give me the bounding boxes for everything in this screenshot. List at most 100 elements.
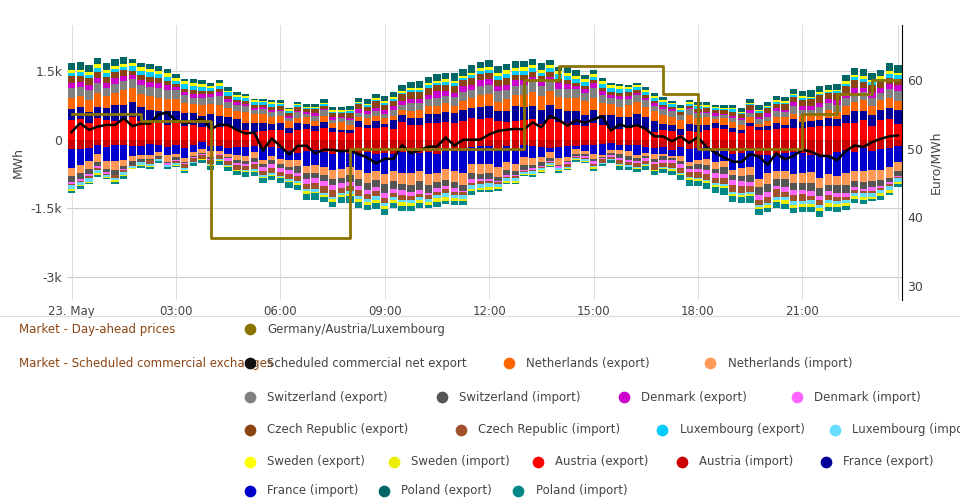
Bar bbox=[816, 112, 824, 120]
Bar bbox=[251, 108, 258, 110]
Bar bbox=[398, 195, 406, 200]
Bar bbox=[876, 120, 884, 140]
Bar bbox=[876, 188, 884, 190]
Bar bbox=[225, 99, 232, 102]
Bar bbox=[572, 140, 580, 145]
Bar bbox=[347, 114, 353, 118]
Bar bbox=[668, 117, 676, 124]
Bar bbox=[660, 169, 667, 173]
Bar bbox=[868, 199, 876, 202]
Bar bbox=[68, 88, 75, 98]
Bar bbox=[816, 200, 824, 204]
Bar bbox=[477, 174, 484, 180]
Bar bbox=[876, 180, 884, 186]
Bar bbox=[895, 146, 901, 162]
Bar bbox=[364, 128, 372, 140]
Bar bbox=[259, 98, 267, 102]
Bar bbox=[285, 108, 293, 110]
Bar bbox=[895, 176, 901, 178]
Bar bbox=[546, 148, 554, 152]
Bar bbox=[677, 135, 684, 140]
Bar bbox=[233, 92, 241, 95]
Bar bbox=[207, 126, 214, 140]
Bar bbox=[398, 92, 406, 94]
Bar bbox=[816, 107, 824, 112]
Bar bbox=[737, 112, 745, 113]
Bar bbox=[868, 86, 876, 91]
Bar bbox=[442, 72, 449, 79]
Bar bbox=[137, 106, 145, 122]
Bar bbox=[685, 131, 693, 140]
Bar bbox=[756, 119, 762, 124]
Bar bbox=[477, 86, 484, 96]
Bar bbox=[172, 166, 180, 167]
Bar bbox=[276, 158, 284, 164]
Bar bbox=[77, 186, 84, 189]
Bar bbox=[816, 120, 824, 126]
Bar bbox=[347, 186, 353, 192]
Bar bbox=[703, 140, 710, 147]
Bar bbox=[799, 173, 806, 183]
Bar bbox=[276, 104, 284, 106]
Bar bbox=[355, 104, 362, 109]
Bar bbox=[807, 98, 815, 100]
Bar bbox=[564, 110, 571, 123]
Bar bbox=[163, 74, 171, 77]
Bar bbox=[720, 140, 728, 151]
Bar bbox=[851, 199, 858, 203]
Bar bbox=[77, 182, 84, 184]
Bar bbox=[180, 163, 188, 164]
Bar bbox=[94, 84, 102, 93]
Bar bbox=[608, 85, 614, 88]
Bar bbox=[494, 73, 501, 76]
Bar bbox=[442, 82, 449, 84]
Bar bbox=[833, 207, 841, 212]
Bar bbox=[660, 107, 667, 108]
Bar bbox=[190, 140, 197, 145]
Bar bbox=[459, 185, 467, 191]
Bar bbox=[85, 84, 93, 90]
Bar bbox=[634, 168, 640, 169]
Bar bbox=[616, 140, 623, 145]
Bar bbox=[216, 80, 223, 84]
Bar bbox=[737, 194, 745, 195]
Bar bbox=[625, 128, 632, 140]
Bar bbox=[225, 96, 232, 99]
Bar bbox=[129, 66, 136, 70]
Bar bbox=[790, 208, 798, 213]
Bar bbox=[520, 80, 528, 85]
Bar bbox=[398, 116, 406, 122]
Bar bbox=[642, 164, 650, 165]
Bar bbox=[538, 170, 545, 172]
Bar bbox=[85, 112, 93, 123]
Bar bbox=[608, 159, 614, 160]
Bar bbox=[398, 140, 406, 152]
Bar bbox=[302, 184, 310, 190]
Bar bbox=[302, 166, 310, 173]
Bar bbox=[486, 164, 492, 173]
Bar bbox=[433, 198, 441, 202]
Bar bbox=[747, 182, 754, 186]
Bar bbox=[729, 196, 736, 202]
Bar bbox=[146, 86, 154, 96]
Bar bbox=[651, 132, 659, 140]
Bar bbox=[546, 119, 554, 140]
Bar bbox=[773, 186, 780, 190]
Bar bbox=[433, 92, 441, 98]
Bar bbox=[555, 109, 563, 122]
Bar bbox=[720, 109, 728, 110]
Bar bbox=[285, 118, 293, 122]
Bar bbox=[259, 104, 267, 107]
Bar bbox=[564, 80, 571, 84]
Bar bbox=[268, 112, 276, 117]
Bar bbox=[486, 118, 492, 140]
Bar bbox=[199, 105, 205, 116]
Bar bbox=[660, 102, 667, 105]
Bar bbox=[103, 168, 110, 172]
Bar bbox=[651, 154, 659, 160]
Bar bbox=[616, 160, 623, 164]
Bar bbox=[685, 140, 693, 148]
Bar bbox=[694, 124, 702, 132]
Bar bbox=[146, 78, 154, 82]
Bar bbox=[294, 111, 301, 112]
